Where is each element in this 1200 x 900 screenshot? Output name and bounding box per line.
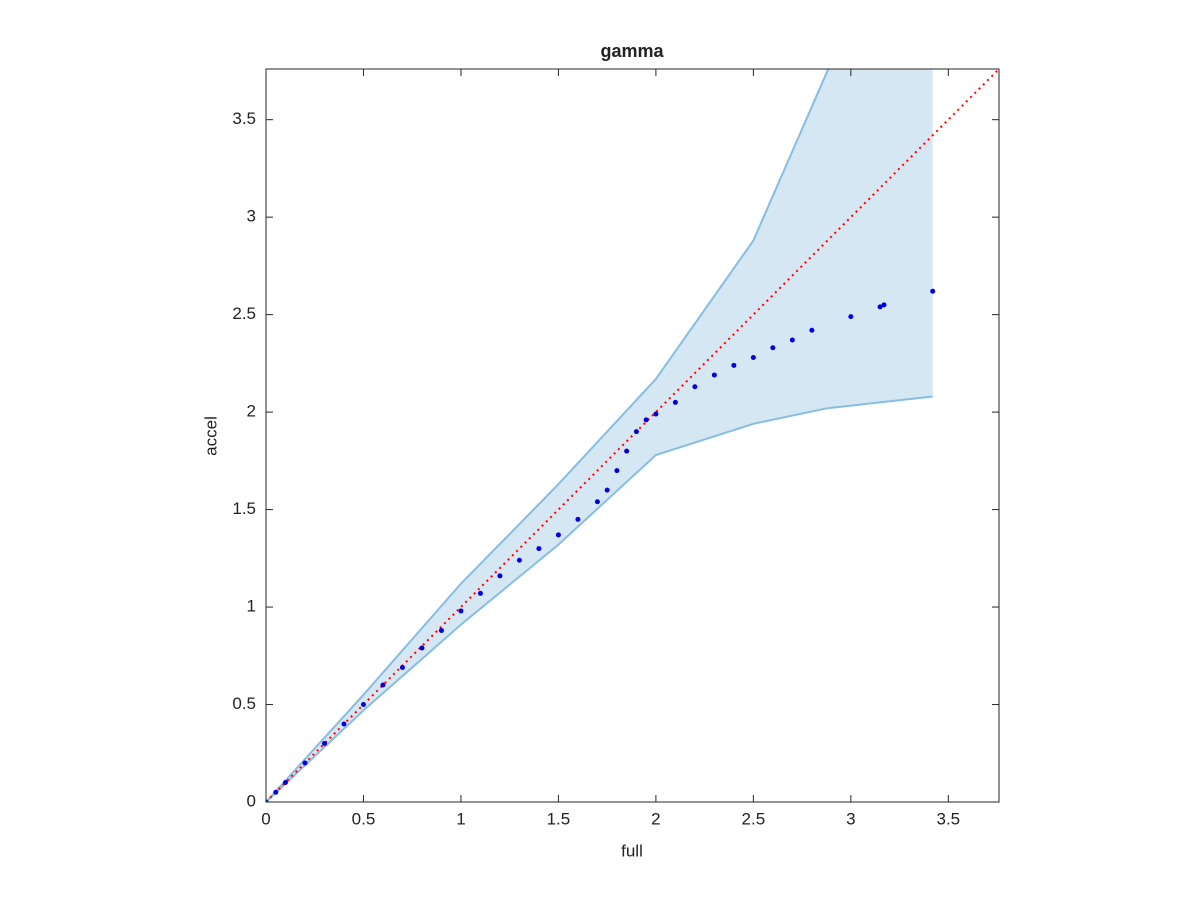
data-point xyxy=(266,799,269,802)
data-point xyxy=(614,468,620,474)
chart-title: gamma xyxy=(600,41,664,61)
y-tick-label: 1.5 xyxy=(232,499,256,518)
y-tick-label: 1 xyxy=(247,597,256,616)
x-tick-label: 1.5 xyxy=(547,809,571,828)
data-point xyxy=(789,337,795,343)
axes-box xyxy=(265,68,1000,803)
data-point xyxy=(770,345,776,351)
data-point xyxy=(419,645,425,651)
data-point xyxy=(302,760,308,766)
data-point xyxy=(497,573,503,579)
y-tick-label: 0 xyxy=(247,791,256,810)
data-point xyxy=(273,789,279,795)
y-tick-label: 3.5 xyxy=(232,109,256,128)
x-tick-label: 0.5 xyxy=(352,809,376,828)
data-point xyxy=(877,304,883,310)
band-lower-line xyxy=(266,395,933,802)
data-point xyxy=(594,499,600,505)
data-point xyxy=(692,384,698,390)
confidence-band xyxy=(266,69,933,802)
x-tick-label: 2.5 xyxy=(742,809,766,828)
y-tick-label: 2.5 xyxy=(232,304,256,323)
x-axis-label: full xyxy=(621,841,643,860)
data-point xyxy=(321,741,327,747)
y-tick-label: 0.5 xyxy=(232,694,256,713)
data-point xyxy=(477,590,483,596)
y-tick-label: 3 xyxy=(247,207,256,226)
plot-area xyxy=(266,69,999,802)
x-tick-label: 3.5 xyxy=(936,809,960,828)
data-point xyxy=(380,682,386,688)
data-point xyxy=(633,429,639,435)
data-point xyxy=(282,780,288,786)
x-tick-label: 2 xyxy=(651,809,660,828)
y-axis-label: accel xyxy=(201,416,220,456)
data-point xyxy=(516,557,522,563)
data-point xyxy=(731,362,737,368)
data-point xyxy=(458,608,464,614)
data-point xyxy=(711,372,717,378)
data-point xyxy=(341,721,347,727)
y-tick-label: 2 xyxy=(247,402,256,421)
data-point xyxy=(399,664,405,670)
data-point xyxy=(643,417,649,423)
data-point xyxy=(848,314,854,320)
data-point xyxy=(930,288,936,294)
data-point xyxy=(881,302,887,308)
data-point xyxy=(604,487,610,493)
data-point xyxy=(672,399,678,405)
data-point xyxy=(555,532,561,538)
data-point xyxy=(536,546,542,552)
data-point xyxy=(809,327,815,333)
data-point xyxy=(624,448,630,454)
data-point xyxy=(653,411,659,417)
x-tick-label: 0 xyxy=(261,809,270,828)
data-point xyxy=(575,516,581,522)
data-point xyxy=(750,355,756,361)
band-upper-line xyxy=(266,69,830,802)
x-tick-label: 1 xyxy=(456,809,465,828)
x-tick-label: 3 xyxy=(846,809,855,828)
data-point xyxy=(360,702,366,708)
data-point xyxy=(438,627,444,633)
